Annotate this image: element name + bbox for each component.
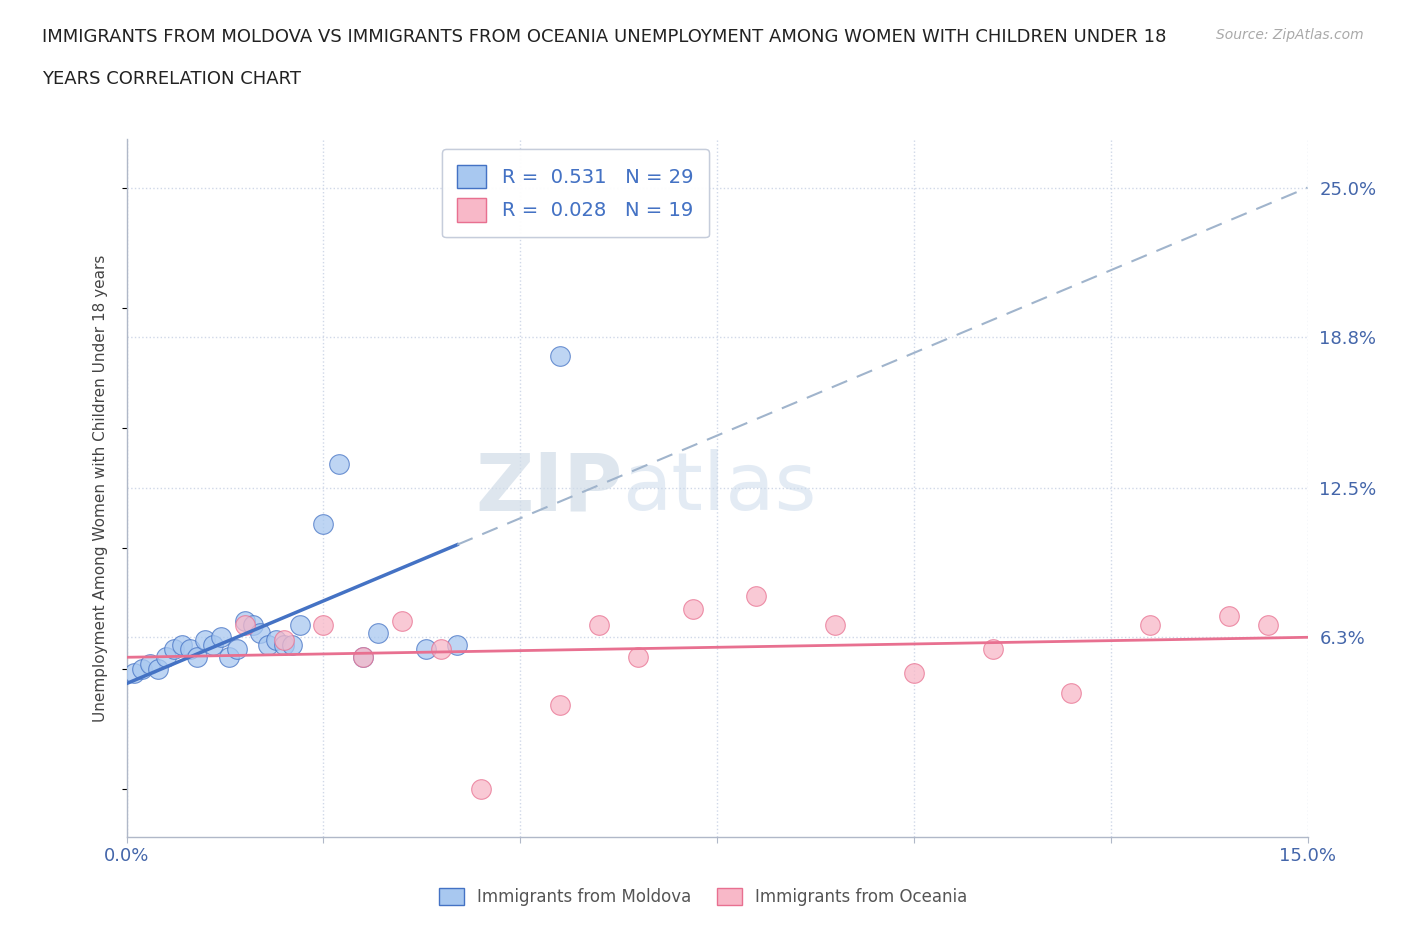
- Point: [1139, 618, 1161, 632]
- Point: [430, 642, 453, 657]
- Point: [202, 637, 225, 652]
- Point: [981, 642, 1004, 657]
- Point: [824, 618, 846, 632]
- Point: [446, 637, 468, 652]
- Point: [352, 649, 374, 664]
- Text: ZIP: ZIP: [475, 449, 623, 527]
- Point: [745, 589, 768, 604]
- Point: [328, 457, 350, 472]
- Point: [588, 618, 610, 632]
- Point: [415, 642, 437, 657]
- Point: [627, 649, 650, 664]
- Text: atlas: atlas: [623, 449, 817, 527]
- Y-axis label: Unemployment Among Women with Children Under 18 years: Unemployment Among Women with Children U…: [93, 255, 108, 722]
- Point: [233, 613, 256, 628]
- Point: [194, 632, 217, 647]
- Point: [170, 637, 193, 652]
- Point: [179, 642, 201, 657]
- Text: YEARS CORRELATION CHART: YEARS CORRELATION CHART: [42, 70, 301, 87]
- Point: [391, 613, 413, 628]
- Point: [186, 649, 208, 664]
- Point: [242, 618, 264, 632]
- Point: [225, 642, 247, 657]
- Point: [209, 630, 232, 644]
- Point: [249, 625, 271, 640]
- Text: IMMIGRANTS FROM MOLDOVA VS IMMIGRANTS FROM OCEANIA UNEMPLOYMENT AMONG WOMEN WITH: IMMIGRANTS FROM MOLDOVA VS IMMIGRANTS FR…: [42, 28, 1167, 46]
- Legend: R =  0.531   N = 29, R =  0.028   N = 19: R = 0.531 N = 29, R = 0.028 N = 19: [441, 149, 709, 237]
- Point: [281, 637, 304, 652]
- Point: [124, 666, 146, 681]
- Point: [139, 657, 162, 671]
- Point: [312, 517, 335, 532]
- Point: [682, 601, 704, 616]
- Point: [1218, 608, 1240, 623]
- Point: [273, 632, 295, 647]
- Point: [470, 781, 492, 796]
- Point: [163, 642, 186, 657]
- Legend: Immigrants from Moldova, Immigrants from Oceania: Immigrants from Moldova, Immigrants from…: [432, 881, 974, 912]
- Point: [131, 661, 153, 676]
- Point: [548, 349, 571, 364]
- Point: [1060, 685, 1083, 700]
- Point: [264, 632, 287, 647]
- Point: [312, 618, 335, 632]
- Point: [233, 618, 256, 632]
- Point: [155, 649, 177, 664]
- Point: [1257, 618, 1279, 632]
- Text: Source: ZipAtlas.com: Source: ZipAtlas.com: [1216, 28, 1364, 42]
- Point: [367, 625, 389, 640]
- Point: [288, 618, 311, 632]
- Point: [218, 649, 240, 664]
- Point: [146, 661, 169, 676]
- Point: [257, 637, 280, 652]
- Point: [903, 666, 925, 681]
- Point: [352, 649, 374, 664]
- Point: [548, 698, 571, 712]
- Point: [273, 637, 295, 652]
